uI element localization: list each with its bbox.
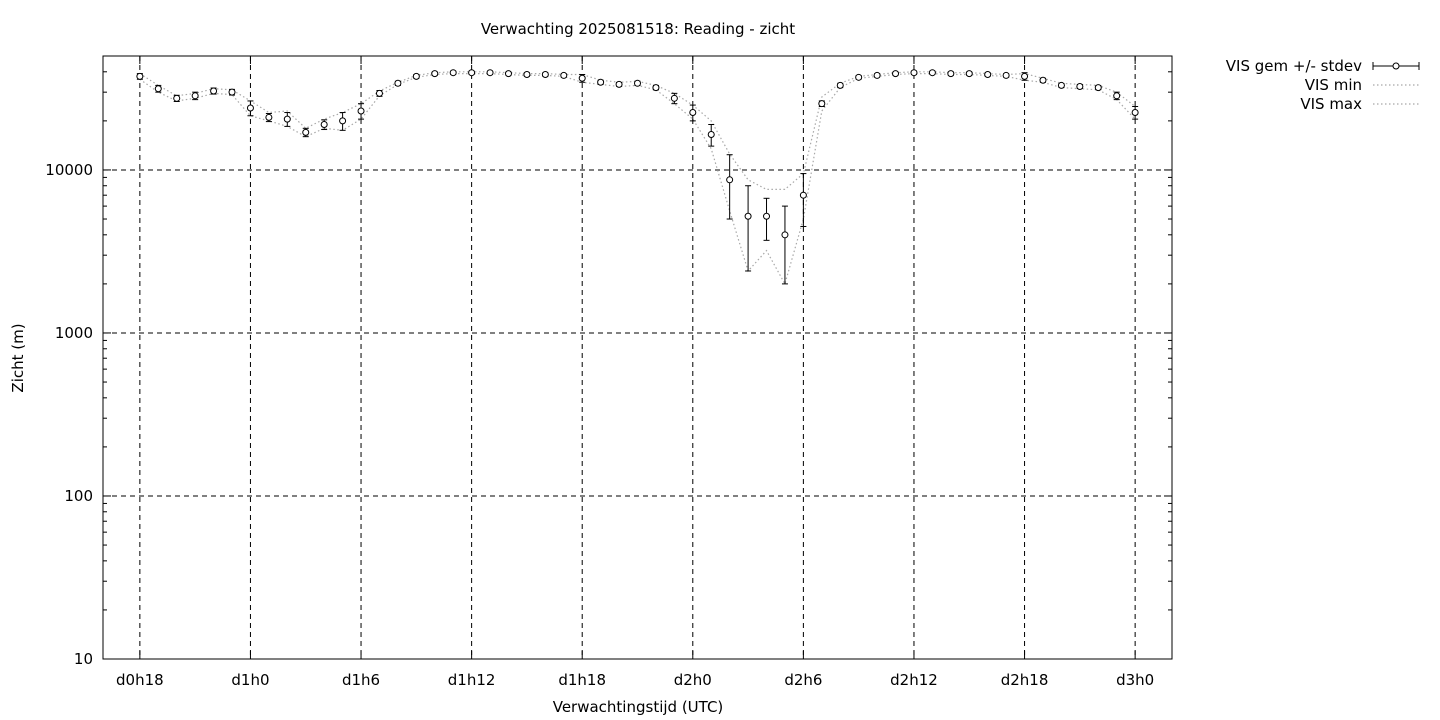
data-point	[707, 130, 715, 138]
data-point	[615, 80, 623, 88]
data-point	[781, 231, 789, 239]
data-point	[339, 117, 347, 125]
y-tick-label: 100	[64, 487, 93, 505]
error-bar	[745, 185, 752, 272]
legend-label: VIS max	[1300, 95, 1362, 113]
y-tick-label: 1000	[55, 324, 93, 342]
data-point	[1057, 81, 1065, 89]
data-point	[634, 79, 641, 87]
data-point	[265, 113, 273, 121]
data-point	[541, 71, 549, 79]
data-point	[246, 104, 254, 112]
x-axis-label: Verwachtingstijd (UTC)	[553, 698, 724, 716]
data-point	[504, 70, 512, 78]
grid	[103, 56, 1172, 659]
data-point	[763, 212, 771, 220]
data-point	[1076, 82, 1084, 90]
data-point	[652, 84, 660, 92]
data-point	[873, 71, 881, 79]
data-point	[283, 115, 291, 123]
data-point	[726, 176, 734, 184]
data-point	[210, 87, 218, 95]
error-bar	[726, 154, 733, 220]
series-layer	[136, 69, 1139, 286]
data-point	[412, 72, 420, 80]
error-bar	[781, 205, 788, 285]
data-point	[928, 69, 936, 77]
data-point	[560, 71, 568, 79]
legend-label: VIS gem +/- stdev	[1226, 57, 1362, 75]
x-tick-label: d2h0	[674, 671, 712, 689]
data-point	[1039, 76, 1047, 84]
data-point	[357, 107, 365, 115]
x-tick-label: d2h18	[1001, 671, 1049, 689]
ticks	[103, 55, 1172, 660]
data-point	[1021, 72, 1029, 80]
data-point	[597, 78, 605, 86]
data-point	[302, 128, 310, 136]
data-point	[892, 70, 900, 78]
error-bar	[800, 173, 807, 227]
y-tick-label: 10	[74, 650, 93, 668]
tick-labels: d0h18 d1h0 d1h6 d1h12 d1h18 d2h0 d2h6 d2h12 d2h1…	[45, 161, 1154, 689]
legend-label: VIS min	[1305, 76, 1362, 94]
x-tick-label: d2h6	[784, 671, 822, 689]
x-tick-label: d1h18	[558, 671, 606, 689]
data-point	[486, 69, 494, 77]
data-point	[431, 70, 439, 78]
data-point	[965, 70, 973, 78]
data-point	[744, 212, 752, 220]
data-point	[1113, 92, 1121, 100]
data-point	[578, 74, 586, 82]
y-tick-label: 10000	[45, 161, 93, 179]
data-point	[855, 73, 863, 81]
data-point	[1131, 109, 1139, 117]
data-point	[670, 94, 678, 102]
x-tick-label: d1h12	[448, 671, 496, 689]
data-point	[394, 79, 402, 87]
data-point	[375, 89, 383, 97]
data-point	[689, 109, 697, 117]
x-tick-label: d1h0	[231, 671, 269, 689]
data-point	[984, 71, 992, 79]
data-point	[320, 121, 328, 129]
data-point	[468, 69, 476, 77]
data-point	[818, 100, 826, 108]
series-line-min	[139, 73, 1136, 286]
x-tick-label: d2h12	[890, 671, 938, 689]
plot-frame	[102, 55, 1173, 660]
data-point	[136, 72, 144, 80]
data-point	[523, 71, 531, 79]
data-point	[799, 191, 807, 199]
y-axis-label: Zicht (m)	[9, 323, 27, 392]
x-tick-label: d0h18	[116, 671, 164, 689]
data-point	[947, 70, 955, 78]
data-point	[173, 94, 181, 102]
data-point	[191, 92, 199, 100]
data-point	[228, 88, 236, 96]
chart-title: Verwachting 2025081518: Reading - zicht	[481, 20, 795, 38]
legend-swatch-point	[1392, 62, 1400, 70]
data-point	[836, 81, 844, 89]
data-point	[1094, 84, 1102, 92]
series-line-max	[139, 71, 1136, 190]
data-point	[154, 85, 162, 93]
data-point	[449, 69, 457, 77]
x-tick-label: d1h6	[342, 671, 380, 689]
data-point	[1002, 71, 1010, 79]
x-tick-label: d3h0	[1116, 671, 1154, 689]
data-point	[910, 69, 918, 77]
